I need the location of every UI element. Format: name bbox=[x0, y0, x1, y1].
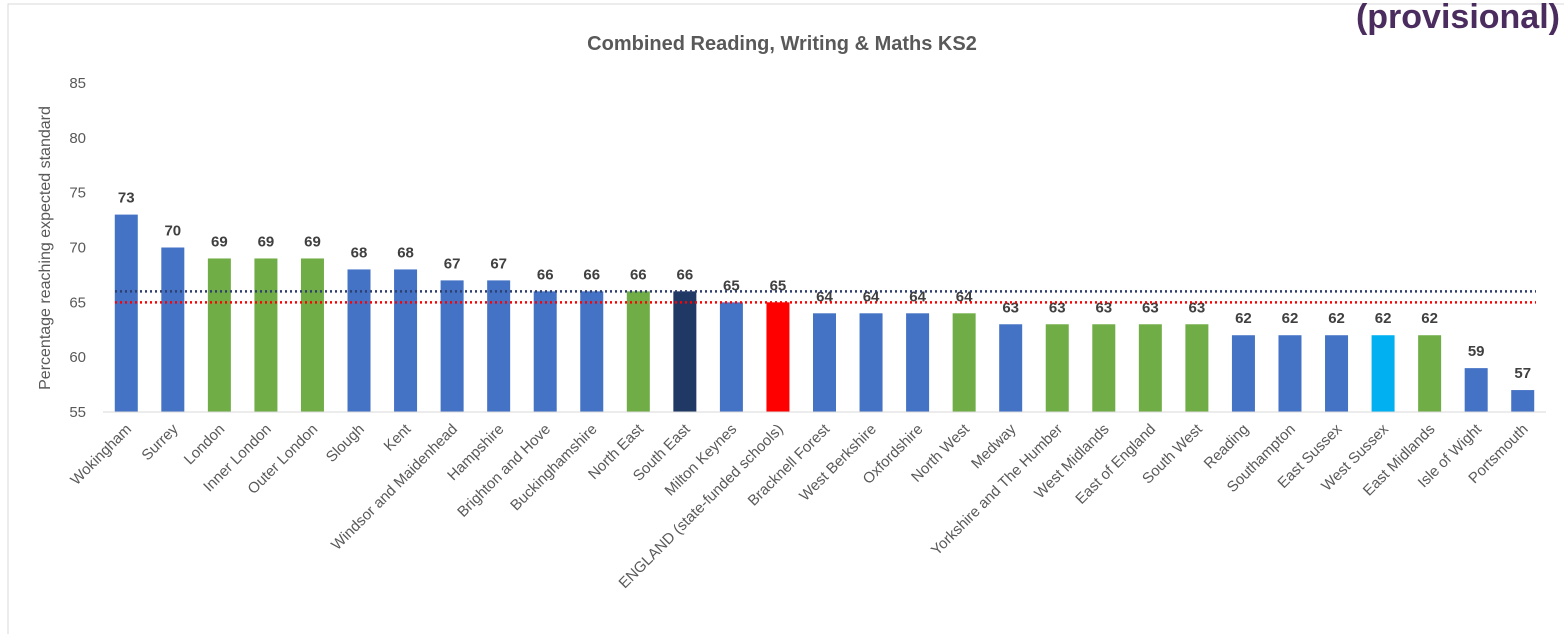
data-label: 69 bbox=[211, 233, 228, 250]
x-tick-label: Buckinghamshire bbox=[507, 421, 600, 514]
bar bbox=[580, 291, 604, 412]
data-label: 67 bbox=[490, 255, 507, 272]
bar bbox=[533, 291, 557, 412]
bar bbox=[1092, 324, 1116, 412]
bar bbox=[487, 280, 511, 412]
x-tick-label: Slough bbox=[323, 421, 368, 466]
chart-title: Combined Reading, Writing & Maths KS2 bbox=[587, 33, 977, 55]
bar bbox=[813, 313, 836, 412]
bar bbox=[1138, 324, 1162, 412]
data-label: 66 bbox=[677, 266, 694, 283]
data-label: 62 bbox=[1375, 310, 1392, 327]
bar bbox=[673, 291, 697, 412]
y-tick-label: 60 bbox=[69, 349, 86, 366]
x-tick-label: Bracknell Forest bbox=[745, 420, 834, 509]
y-tick-label: 65 bbox=[69, 294, 86, 311]
corner-text: (provisional) bbox=[1356, 0, 1560, 36]
bar bbox=[859, 313, 883, 412]
x-tick-label: East of England bbox=[1072, 421, 1159, 508]
data-label: 64 bbox=[909, 288, 926, 305]
data-label: 62 bbox=[1282, 310, 1299, 327]
data-label: 62 bbox=[1421, 310, 1438, 327]
bar bbox=[952, 313, 976, 412]
data-label: 62 bbox=[1235, 310, 1252, 327]
y-axis-label: Percentage reaching expected standard bbox=[37, 106, 54, 390]
data-label: 66 bbox=[537, 266, 554, 283]
bar bbox=[1278, 335, 1302, 412]
x-tick-label: Kent bbox=[381, 420, 415, 454]
bar bbox=[1464, 368, 1488, 412]
bar bbox=[1045, 324, 1069, 412]
data-label: 59 bbox=[1468, 343, 1485, 360]
bar bbox=[300, 258, 324, 412]
x-tick-label: Wokingham bbox=[67, 421, 135, 489]
bar bbox=[114, 214, 138, 412]
bar bbox=[1418, 335, 1442, 412]
data-label: 70 bbox=[164, 223, 181, 240]
data-label: 68 bbox=[397, 244, 414, 261]
data-label: 73 bbox=[118, 190, 135, 207]
data-label: 68 bbox=[351, 244, 368, 261]
data-label: 69 bbox=[258, 233, 275, 250]
bar bbox=[719, 302, 743, 412]
bar bbox=[1231, 335, 1255, 412]
y-tick-label: 80 bbox=[69, 130, 86, 147]
bar bbox=[207, 258, 231, 412]
data-label: 66 bbox=[583, 266, 600, 283]
bar bbox=[161, 247, 185, 412]
data-label: 65 bbox=[723, 277, 740, 294]
bar bbox=[999, 324, 1023, 412]
y-tick-label: 70 bbox=[69, 240, 86, 257]
bar bbox=[254, 258, 278, 412]
bar bbox=[347, 269, 371, 412]
data-label: 62 bbox=[1328, 310, 1345, 327]
bar bbox=[394, 269, 418, 412]
data-label: 57 bbox=[1514, 365, 1531, 382]
bar bbox=[1371, 335, 1395, 412]
bar bbox=[440, 280, 464, 412]
data-label: 66 bbox=[630, 266, 647, 283]
data-label: 69 bbox=[304, 233, 321, 250]
data-label: 67 bbox=[444, 255, 461, 272]
x-tick-label: Surrey bbox=[138, 420, 182, 464]
y-tick-label: 75 bbox=[69, 185, 86, 202]
bar bbox=[626, 291, 650, 412]
bar bbox=[906, 313, 930, 412]
bar bbox=[1511, 390, 1535, 412]
bar bbox=[1325, 335, 1349, 412]
bar bbox=[766, 302, 790, 412]
data-label: 65 bbox=[770, 277, 787, 294]
y-tick-label: 55 bbox=[69, 404, 86, 421]
data-label: 63 bbox=[1095, 299, 1112, 316]
chart-frame bbox=[7, 3, 1564, 634]
bar bbox=[1185, 324, 1209, 412]
y-tick-label: 85 bbox=[69, 75, 86, 92]
